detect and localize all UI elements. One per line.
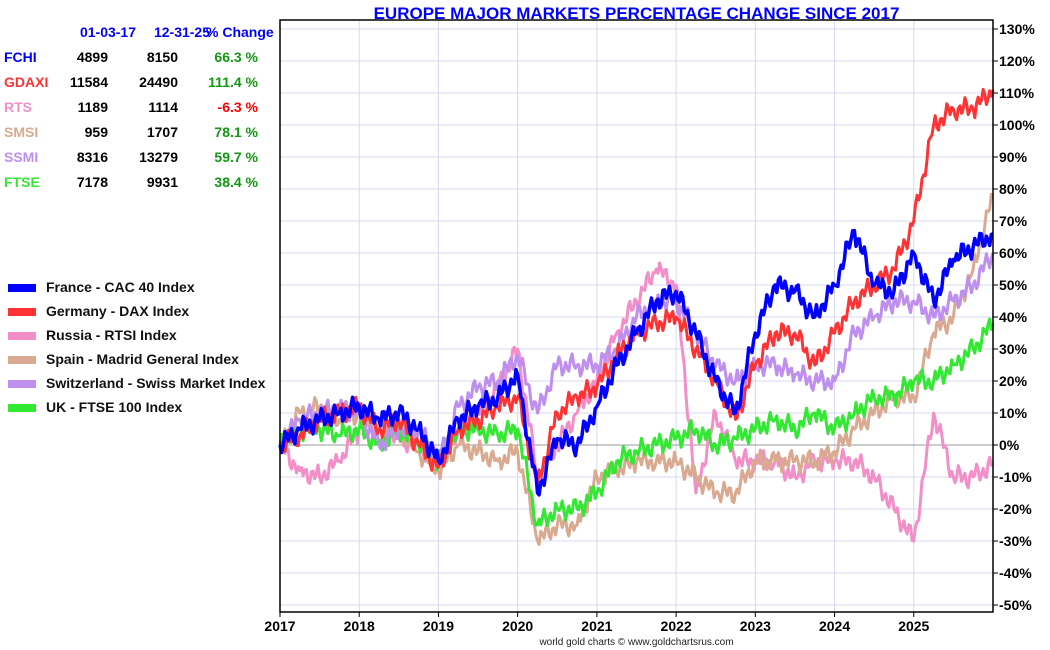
x-tick-label: 2023 xyxy=(740,618,771,634)
series-line-france xyxy=(278,228,994,497)
symbol: SMSI xyxy=(4,124,39,140)
symbol: FCHI xyxy=(4,49,37,65)
credit: world gold charts © www.goldchartsrus.co… xyxy=(539,637,734,648)
legend-swatch xyxy=(8,308,36,316)
x-tick-label: 2017 xyxy=(264,618,295,634)
end-value: 9931 xyxy=(146,174,178,190)
legend-label: France - CAC 40 Index xyxy=(46,279,195,295)
y-tick-label: -40% xyxy=(999,565,1032,581)
end-value: 1114 xyxy=(148,99,178,115)
series-line-switzerland xyxy=(278,252,995,466)
symbol: SSMI xyxy=(4,149,39,165)
start-value: 11584 xyxy=(69,74,108,90)
end-value: 1707 xyxy=(146,124,178,140)
series-line-spain xyxy=(279,192,994,546)
legend-label: UK - FTSE 100 Index xyxy=(46,399,183,415)
legend-swatch xyxy=(8,332,36,340)
legend-label: Spain - Madrid General Index xyxy=(46,351,239,367)
percent-change: 59.7 % xyxy=(214,149,258,165)
x-tick-label: 2022 xyxy=(661,618,692,634)
y-tick-label: -20% xyxy=(999,501,1032,517)
y-tick-label: 60% xyxy=(999,245,1028,261)
header-start-date: 01-03-17 xyxy=(79,24,136,40)
y-tick-label: 70% xyxy=(999,213,1028,229)
x-tick-label: 2025 xyxy=(898,618,929,634)
percent-change: 66.3 % xyxy=(214,49,258,65)
symbol: FTSE xyxy=(4,174,40,190)
y-tick-label: -10% xyxy=(999,469,1032,485)
start-value: 8316 xyxy=(76,149,108,165)
y-tick-label: 80% xyxy=(999,181,1028,197)
symbol: GDAXI xyxy=(4,74,49,90)
header-end-date: 12-31-25 xyxy=(153,24,210,40)
y-tick-label: 40% xyxy=(999,309,1028,325)
y-tick-label: -50% xyxy=(999,597,1032,613)
x-tick-label: 2018 xyxy=(344,618,375,634)
end-value: 8150 xyxy=(146,49,178,65)
y-tick-label: 30% xyxy=(999,341,1028,357)
start-value: 4899 xyxy=(76,49,108,65)
percent-change: 111.4 % xyxy=(208,74,258,90)
legend-swatch xyxy=(8,380,36,388)
x-tick-label: 2024 xyxy=(819,618,850,634)
legend-swatch xyxy=(8,356,36,364)
x-tick-label: 2020 xyxy=(502,618,533,634)
legend-label: Switzerland - Swiss Market Index xyxy=(46,375,266,391)
x-tick-label: 2019 xyxy=(423,618,454,634)
legend-label: Russia - RTSI Index xyxy=(46,327,177,343)
y-tick-label: 100% xyxy=(999,117,1035,133)
start-value: 959 xyxy=(84,124,108,140)
y-tick-label: 10% xyxy=(999,405,1028,421)
legend-swatch xyxy=(8,404,36,412)
y-tick-label: 110% xyxy=(999,85,1035,101)
chart-title: EUROPE MAJOR MARKETS PERCENTAGE CHANGE S… xyxy=(373,4,900,23)
start-value: 1189 xyxy=(77,99,108,115)
y-tick-label: 20% xyxy=(999,373,1028,389)
percent-change: -6.3 % xyxy=(217,99,258,115)
y-axis: 130% 120% 110% 100% 90% 80% 70% 60% 50% 40% 30% 20%… xyxy=(993,21,1035,613)
percent-change: 38.4 % xyxy=(214,174,258,190)
y-tick-label: 0% xyxy=(999,437,1020,453)
legend-swatch xyxy=(8,284,36,292)
y-tick-label: -30% xyxy=(999,533,1032,549)
x-axis: 2017 2018 2019 2020 2021 2022 2023 2024 2025 xyxy=(264,612,930,634)
y-tick-label: 120% xyxy=(999,53,1035,69)
y-tick-label: 90% xyxy=(999,149,1028,165)
end-value: 13279 xyxy=(139,149,178,165)
symbol: RTS xyxy=(4,99,32,115)
y-tick-label: 50% xyxy=(999,277,1028,293)
x-tick-label: 2021 xyxy=(581,618,612,634)
end-value: 24490 xyxy=(139,74,178,90)
start-value: 7178 xyxy=(76,174,108,190)
plot-frame xyxy=(279,19,994,613)
header-change: % Change xyxy=(206,24,274,40)
y-tick-label: 130% xyxy=(999,21,1035,37)
legend-label: Germany - DAX Index xyxy=(46,303,190,319)
series-lines xyxy=(278,87,995,546)
percent-change: 78.1 % xyxy=(214,124,258,140)
